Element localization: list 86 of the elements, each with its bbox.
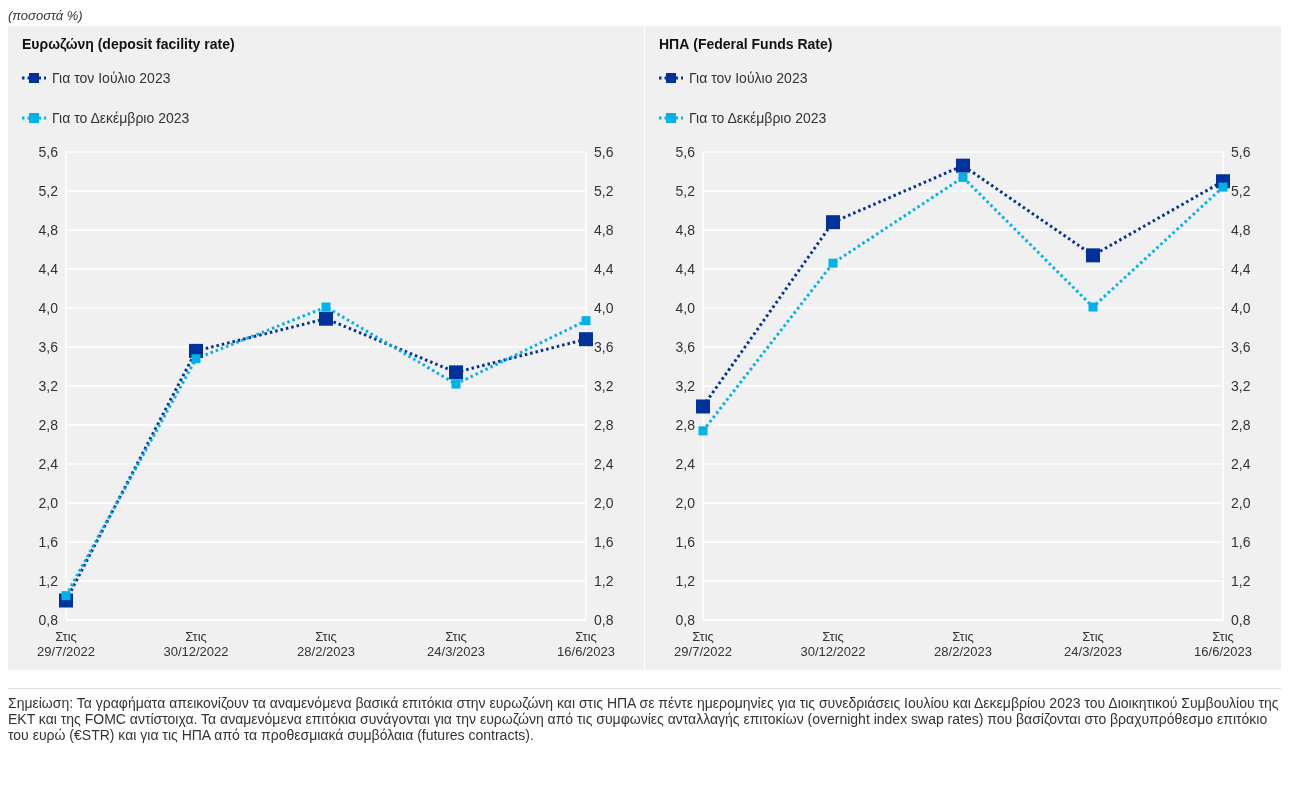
point — [579, 332, 593, 347]
chart-subtitle: (ποσοστά %) — [8, 8, 84, 25]
x-tick-label: Στις 24/3/2023 — [1064, 629, 1122, 659]
y-tick-label: 1,2 — [38, 572, 59, 589]
legend-label: Για τον Ιούλιο 2023 — [52, 70, 171, 86]
y2-tick-label: 2,4 — [594, 455, 614, 472]
x-tick-label: Στις 24/3/2023 — [427, 629, 485, 659]
point — [1218, 182, 1228, 192]
y-tick-label: 5,2 — [38, 182, 59, 199]
y-tick-label: 4,0 — [675, 299, 696, 316]
y-tick-label: 5,2 — [675, 182, 696, 199]
point — [319, 311, 333, 326]
point — [828, 258, 838, 268]
y-tick-label: 3,2 — [675, 377, 696, 394]
y2-tick-label: 3,2 — [594, 377, 614, 394]
point — [321, 302, 331, 312]
point — [826, 215, 840, 230]
y-tick-label: 0,8 — [675, 611, 696, 628]
y-tick-label: 5,6 — [675, 143, 696, 160]
y2-tick-label: 4,4 — [1231, 260, 1251, 277]
y2-tick-label: 2,4 — [1231, 455, 1251, 472]
point — [581, 316, 591, 326]
y-tick-label: 1,6 — [675, 533, 696, 550]
y-tick-label: 5,6 — [38, 143, 59, 160]
y-tick-label: 2,0 — [675, 494, 696, 511]
point — [958, 172, 968, 182]
chart-title: ΗΠΑ (Federal Funds Rate) — [658, 35, 834, 52]
y-tick-label: 4,8 — [675, 221, 696, 238]
y-tick-label: 2,8 — [38, 416, 59, 433]
y-tick-label: 1,6 — [38, 533, 59, 550]
y2-tick-label: 3,6 — [1231, 338, 1251, 355]
y2-tick-label: 5,2 — [1231, 182, 1251, 199]
y2-tick-label: 5,2 — [594, 182, 614, 199]
y-tick-label: 3,6 — [675, 338, 696, 355]
y-tick-label: 4,4 — [675, 260, 696, 277]
x-tick-label: Στις 30/12/2022 — [800, 629, 866, 659]
y2-tick-label: 3,2 — [1231, 377, 1251, 394]
x-tick-label: Στις 16/6/2023 — [1194, 629, 1252, 659]
y2-tick-label: 2,8 — [594, 416, 614, 433]
x-tick-label: Στις 28/2/2023 — [934, 629, 992, 659]
y2-tick-label: 4,4 — [594, 260, 614, 277]
y2-tick-label: 4,8 — [1231, 221, 1251, 238]
y2-tick-label: 4,0 — [594, 299, 614, 316]
x-tick-label: Στις 28/2/2023 — [297, 629, 355, 659]
y-tick-label: 3,2 — [38, 377, 59, 394]
y2-tick-label: 0,8 — [1231, 611, 1251, 628]
y-tick-label: 3,6 — [38, 338, 59, 355]
point — [1086, 248, 1100, 263]
text: Σημείωση: Τα γραφήματα απεικονίζουν τα αναμενόμενα βασικά επιτόκια στην ευρωζώνη και στις ΗΠΑ σε πέντε ημερομηνίες για τις συνεδριάσεις Ιουλίου και Δεκεμβρίου 2023 του Διοικητικού Συμβουλίου της ΕΚΤ και της FOMC αντίστοιχα. Τα αναμενόμενα επιτόκια συνάγονται για την ευρωζώνη από τις συμφωνίες ανταλλαγής επιτοκίων (overnight index swap rates) που βασίζονται στο βραχυπρόθεσμο επιτόκιο του ευρώ (€STR) και για τις ΗΠΑ από τα προθεσμιακά συμβόλαια (futures contracts). — [8, 695, 1280, 743]
y-tick-label: 4,8 — [38, 221, 59, 238]
y-tick-label: 4,4 — [38, 260, 59, 277]
legend-label: Για τον Ιούλιο 2023 — [689, 70, 808, 86]
y-tick-label: 2,4 — [675, 455, 696, 472]
y-tick-label: 2,8 — [675, 416, 696, 433]
y2-tick-label: 2,8 — [1231, 416, 1251, 433]
y2-tick-label: 1,2 — [594, 572, 614, 589]
y-tick-label: 2,0 — [38, 494, 59, 511]
legend-label: Για το Δεκέμβριο 2023 — [52, 110, 190, 126]
point — [956, 158, 970, 173]
point — [191, 354, 201, 364]
y2-tick-label: 1,2 — [1231, 572, 1251, 589]
x-tick-label: Στις 16/6/2023 — [557, 629, 615, 659]
y2-tick-label: 2,0 — [1231, 494, 1251, 511]
y2-tick-label: 4,0 — [1231, 299, 1251, 316]
point — [451, 379, 461, 389]
legend-label: Για το Δεκέμβριο 2023 — [689, 110, 827, 126]
y-tick-label: 0,8 — [38, 611, 59, 628]
y2-tick-label: 5,6 — [594, 143, 614, 160]
x-tick-label: Στις 30/12/2022 — [163, 629, 229, 659]
y2-tick-label: 3,6 — [594, 338, 614, 355]
y-tick-label: 4,0 — [38, 299, 59, 316]
y2-tick-label: 2,0 — [594, 494, 614, 511]
y2-tick-label: 1,6 — [594, 533, 614, 550]
y2-tick-label: 4,8 — [594, 221, 614, 238]
y2-tick-label: 5,6 — [1231, 143, 1251, 160]
y2-tick-label: 1,6 — [1231, 533, 1251, 550]
x-tick-label: Στις 29/7/2022 — [674, 629, 732, 659]
point — [449, 365, 463, 380]
y-tick-label: 1,2 — [675, 572, 696, 589]
point — [1088, 302, 1098, 312]
y2-tick-label: 0,8 — [594, 611, 614, 628]
y-tick-label: 2,4 — [38, 455, 59, 472]
point — [696, 399, 710, 414]
point — [698, 426, 708, 436]
x-tick-label: Στις 29/7/2022 — [37, 629, 95, 659]
chart-title: Ευρωζώνη (deposit facility rate) — [21, 35, 236, 52]
